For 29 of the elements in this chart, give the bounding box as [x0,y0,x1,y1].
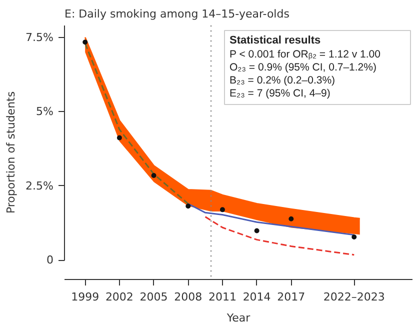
y-axis-title: Proportion of students [4,91,18,214]
x-tick-label: 2022–2023 [323,290,385,304]
point [82,40,88,45]
annotation: Statistical results [230,34,321,46]
annotation: P < 0.001 for ORᵦ₂ = 1.12 v 1.00 [230,48,381,60]
point [116,135,122,140]
chart-title: E: Daily smoking among 14–15-year-olds [64,8,290,20]
x-tick-label: 2011 [208,290,236,304]
point [352,234,357,240]
point [288,216,294,222]
annotation: B₂₃ = 0.2% (0.2–0.3%) [230,74,336,86]
x-tick-label: 1999 [71,290,100,304]
y-tick-label: 7.5% [26,30,54,44]
x-tick-label: 2017 [277,290,306,304]
x-tick-label: 2002 [105,290,134,304]
x-tick-label: 2005 [140,290,168,304]
point [151,173,156,178]
y-tick-label: 5% [36,105,54,118]
annotation: O₂₃ = 0.9% (95% CI, 0.7–1.2%) [230,62,376,74]
y-tick-label: 2.5% [26,179,54,192]
point [220,207,225,212]
annotation: E₂₃ = 7 (95% CI, 4–9) [230,88,330,100]
point [254,228,260,234]
x-axis-title: Year [226,312,251,324]
y-tick-label: 0 [46,254,54,267]
line-series [204,216,355,256]
x-tick-label: 2014 [242,290,271,304]
point [186,204,191,209]
x-tick-label: 2008 [174,290,202,304]
